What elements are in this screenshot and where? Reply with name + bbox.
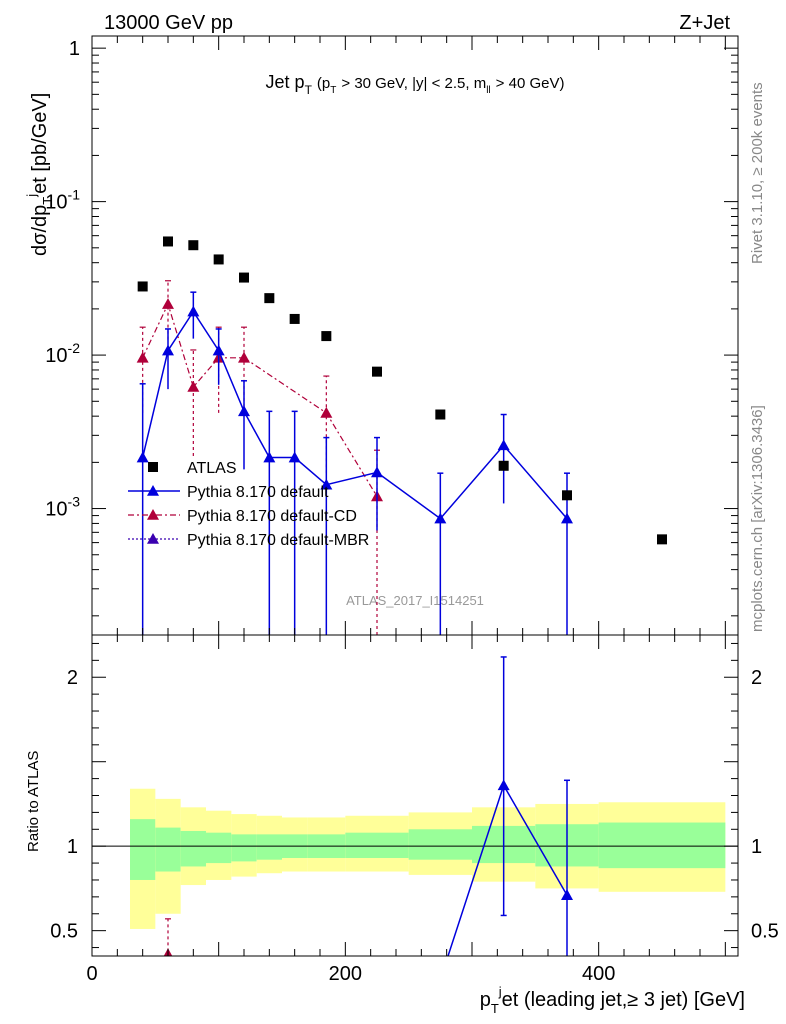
atlas-point bbox=[213, 254, 224, 265]
cd-point bbox=[136, 351, 149, 363]
ratio-y-tick-label-right: 0.5 bbox=[751, 921, 779, 943]
x-axis-label: pTjet (leading jet,≥ 3 jet) [GeV] bbox=[480, 984, 745, 1016]
watermark: ATLAS_2017_I1514251 bbox=[346, 593, 484, 608]
legend-label: Pythia 8.170 default bbox=[187, 484, 329, 501]
main-panel: 10-3 10-2 10-1 1 bbox=[45, 35, 739, 636]
atlas-point bbox=[435, 409, 446, 420]
band-inner bbox=[130, 819, 156, 880]
ratio-frame bbox=[91, 634, 739, 957]
side-bottom-text: mcplots.cern.ch [arXiv:1306.3436] bbox=[749, 405, 766, 632]
ratio-y-tick-label: 2 bbox=[67, 667, 78, 689]
atlas-point bbox=[321, 331, 332, 342]
atlas-point bbox=[264, 293, 275, 304]
y-tick-label: 10-2 bbox=[45, 340, 80, 367]
y-tick-label: 1 bbox=[69, 38, 80, 60]
ratio-y-tick-label: 1 bbox=[67, 836, 78, 858]
ratio-y-tick-label-right: 2 bbox=[751, 667, 762, 689]
atlas-point bbox=[239, 272, 249, 283]
legend: ATLAS Pythia 8.170 default Pythia 8.170 de… bbox=[128, 460, 369, 549]
ratio-default-point bbox=[497, 779, 510, 791]
header-right: Z+Jet bbox=[679, 12, 730, 34]
default-point bbox=[434, 512, 447, 524]
ratio-ylabel: Ratio to ATLAS bbox=[25, 751, 42, 852]
atlas-point bbox=[137, 281, 148, 292]
cd-point bbox=[187, 380, 200, 392]
cd-point bbox=[238, 351, 250, 363]
ratio-panel: 0.5 0.5 1 1 2 2 0 200 400 bbox=[50, 634, 779, 985]
default-point bbox=[136, 451, 149, 463]
x-tick-label: 200 bbox=[329, 963, 362, 985]
chart-title: Jet pT (pT > 30 GeV, |y| < 2.5, mll > 40… bbox=[266, 72, 565, 98]
svg-text:pTjet (leading jet,≥ 3 jet) [G: pTjet (leading jet,≥ 3 jet) [GeV] bbox=[480, 984, 745, 1016]
legend-label: ATLAS bbox=[187, 460, 237, 477]
default-point bbox=[497, 439, 510, 451]
default-point bbox=[212, 344, 225, 356]
legend-label: Pythia 8.170 default-CD bbox=[187, 508, 357, 525]
legend-marker-mbr bbox=[147, 533, 159, 544]
y-tick-label: 10-1 bbox=[45, 187, 80, 214]
default-point bbox=[263, 451, 276, 463]
atlas-point bbox=[289, 313, 300, 324]
cd-point bbox=[320, 406, 333, 418]
legend-marker-atlas bbox=[148, 462, 158, 472]
atlas-point bbox=[562, 490, 572, 501]
x-tick-label: 0 bbox=[86, 963, 97, 985]
atlas-point bbox=[657, 534, 667, 545]
default-point bbox=[288, 451, 301, 463]
x-tick-label: 400 bbox=[582, 963, 615, 985]
default-point bbox=[162, 344, 174, 356]
band-inner bbox=[408, 829, 472, 860]
legend-marker-cd bbox=[147, 509, 159, 520]
band-inner bbox=[231, 834, 257, 862]
default-point bbox=[187, 305, 200, 317]
legend-marker-default bbox=[147, 485, 159, 496]
atlas-point bbox=[372, 366, 382, 377]
ratio-y-tick-label: 0.5 bbox=[50, 921, 78, 943]
band-inner bbox=[598, 822, 726, 869]
side-top-text: Rivet 3.1.10, ≥ 200k events bbox=[749, 82, 766, 264]
default-point bbox=[561, 512, 573, 524]
default-series-line bbox=[141, 310, 568, 520]
band-inner bbox=[155, 827, 181, 872]
band-inner bbox=[345, 832, 409, 859]
cd-point bbox=[162, 298, 174, 309]
atlas-point bbox=[498, 460, 509, 471]
default-point bbox=[320, 478, 333, 490]
main-ylabel: dσ/dpTjet [pb/GeV] bbox=[24, 93, 55, 256]
band-inner bbox=[180, 830, 206, 867]
svg-text:Jet pT (pT > 30: Jet pT (pT > 30 GeV, |y| < 2.5, mll > 40… bbox=[266, 72, 565, 98]
cd-series-line bbox=[142, 302, 378, 497]
svg-text:dσ/dpTjet [pb/GeV]: dσ/dpTjet [pb/GeV] bbox=[24, 93, 55, 256]
atlas-point bbox=[163, 236, 173, 247]
default-point bbox=[371, 466, 383, 478]
band-inner bbox=[206, 832, 232, 864]
ratio-y-tick-label-right: 1 bbox=[751, 836, 762, 858]
legend-label: Pythia 8.170 default-MBR bbox=[187, 532, 369, 549]
y-tick-label: 10-3 bbox=[45, 494, 80, 521]
band-inner bbox=[256, 834, 282, 860]
atlas-point bbox=[188, 240, 199, 251]
default-point bbox=[238, 405, 250, 417]
header-left: 13000 GeV pp bbox=[104, 12, 233, 34]
ratio-default-point bbox=[561, 889, 573, 900]
